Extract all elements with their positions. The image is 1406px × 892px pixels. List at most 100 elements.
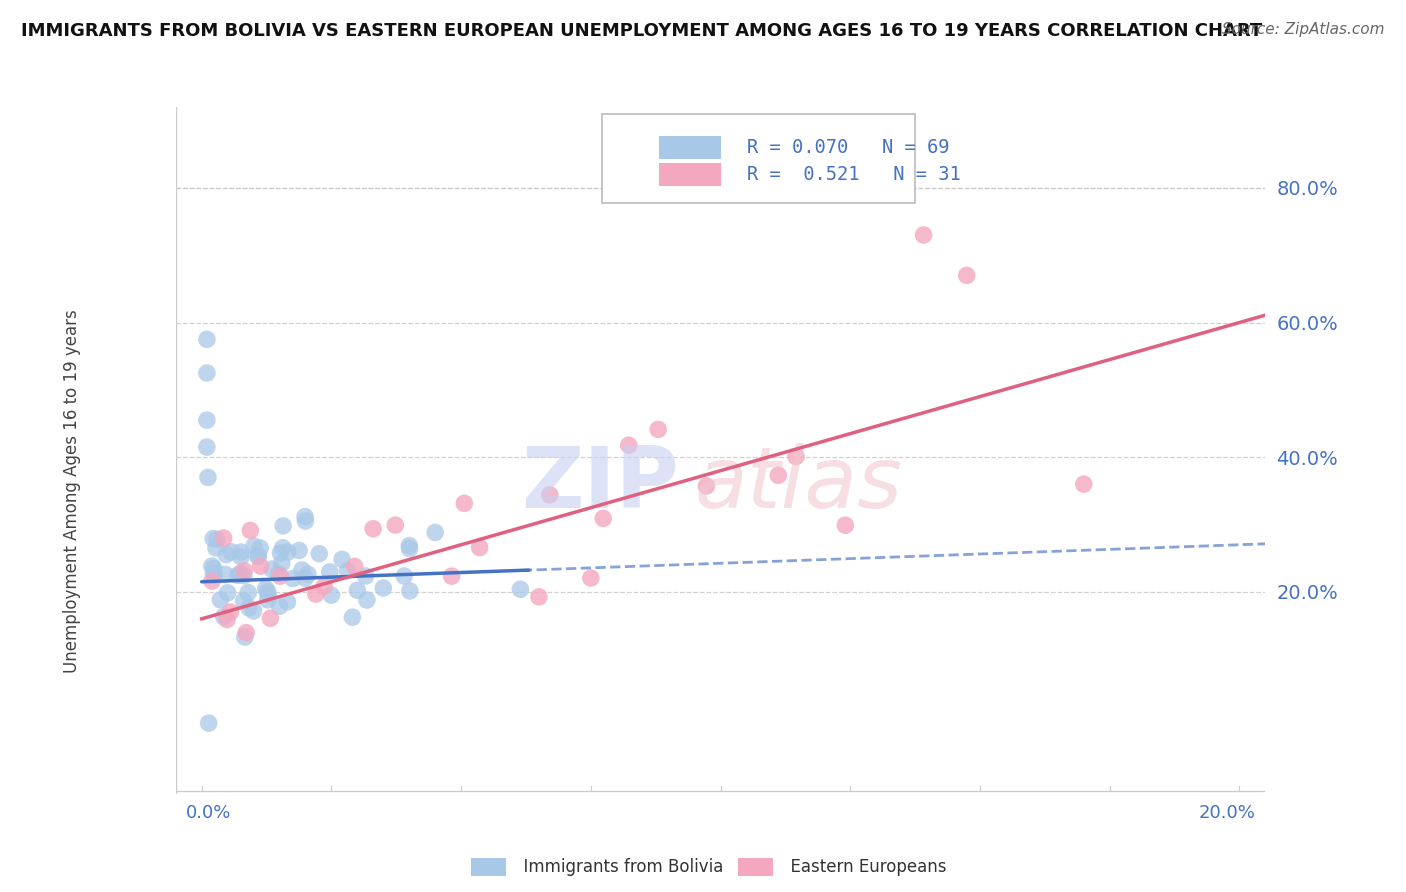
Point — [346, 583, 368, 598]
Point — [291, 563, 314, 577]
Point — [269, 546, 291, 560]
Point — [468, 541, 491, 555]
Point — [249, 541, 271, 555]
Point — [294, 509, 316, 524]
Point — [1073, 477, 1095, 491]
Point — [226, 568, 249, 582]
Point — [219, 605, 242, 619]
Point — [219, 545, 242, 559]
Point — [195, 440, 218, 454]
FancyBboxPatch shape — [602, 114, 915, 203]
Point — [527, 590, 550, 604]
Point — [330, 552, 353, 566]
Point — [354, 569, 377, 583]
Point — [308, 547, 330, 561]
Point — [202, 568, 225, 582]
Point — [247, 549, 270, 563]
Point — [592, 511, 614, 525]
Point — [202, 566, 225, 581]
Point — [249, 559, 271, 574]
Point — [321, 588, 343, 602]
Text: Unemployment Among Ages 16 to 19 years: Unemployment Among Ages 16 to 19 years — [63, 309, 82, 673]
Point — [229, 566, 252, 581]
Point — [201, 559, 224, 574]
Text: R =  0.521   N = 31: R = 0.521 N = 31 — [748, 165, 962, 184]
Text: atlas: atlas — [695, 442, 903, 525]
Text: 0.0%: 0.0% — [186, 804, 232, 822]
Point — [270, 557, 292, 571]
Point — [297, 567, 319, 582]
Point — [314, 579, 336, 593]
Point — [215, 613, 238, 627]
Point — [232, 594, 254, 608]
Point — [242, 604, 264, 618]
Point — [912, 227, 935, 242]
Point — [294, 571, 316, 585]
Point — [319, 565, 342, 579]
Point — [276, 595, 298, 609]
Point — [425, 525, 447, 540]
Point — [281, 572, 304, 586]
Point — [256, 584, 278, 599]
Point — [235, 625, 257, 640]
Point — [233, 564, 256, 578]
Point — [267, 566, 290, 581]
Point — [260, 562, 283, 576]
Point — [243, 539, 266, 553]
Point — [342, 610, 364, 624]
Point — [398, 583, 420, 598]
Point — [453, 496, 475, 510]
Point — [214, 567, 236, 582]
Point — [229, 549, 252, 564]
Text: Eastern Europeans: Eastern Europeans — [780, 858, 946, 876]
Point — [695, 479, 717, 493]
Point — [373, 581, 395, 595]
Point — [440, 569, 463, 583]
Point — [247, 549, 270, 564]
Point — [277, 545, 299, 559]
Point — [257, 588, 280, 602]
Point — [195, 366, 218, 380]
Point — [294, 514, 316, 528]
Point — [238, 585, 260, 599]
Point — [834, 518, 856, 533]
Point — [343, 559, 366, 574]
Text: IMMIGRANTS FROM BOLIVIA VS EASTERN EUROPEAN UNEMPLOYMENT AMONG AGES 16 TO 19 YEA: IMMIGRANTS FROM BOLIVIA VS EASTERN EUROP… — [21, 22, 1263, 40]
Point — [361, 522, 384, 536]
Point — [195, 332, 218, 346]
Point — [212, 531, 235, 545]
Point — [271, 519, 294, 533]
Point — [269, 569, 291, 583]
Point — [217, 586, 239, 600]
Point — [195, 413, 218, 427]
Point — [212, 609, 235, 624]
Point — [239, 524, 262, 538]
Text: 20.0%: 20.0% — [1198, 804, 1256, 822]
Text: ZIP: ZIP — [522, 442, 679, 525]
Point — [336, 564, 359, 578]
Text: Immigrants from Bolivia: Immigrants from Bolivia — [513, 858, 724, 876]
FancyBboxPatch shape — [659, 136, 721, 160]
Point — [256, 592, 278, 607]
Point — [509, 582, 531, 597]
Point — [579, 571, 602, 585]
Point — [392, 569, 415, 583]
Point — [785, 450, 807, 464]
Point — [197, 716, 219, 731]
Point — [259, 611, 281, 625]
Point — [398, 541, 420, 556]
Point — [254, 582, 277, 596]
Point — [205, 541, 228, 555]
Point — [956, 268, 979, 283]
Point — [209, 592, 232, 607]
Point — [205, 533, 228, 547]
Point — [538, 488, 561, 502]
Point — [768, 468, 790, 483]
Point — [215, 548, 238, 562]
Point — [233, 630, 256, 644]
Point — [269, 599, 291, 614]
Point — [398, 539, 420, 553]
Point — [647, 422, 669, 436]
Point — [356, 593, 378, 607]
Point — [232, 568, 254, 582]
